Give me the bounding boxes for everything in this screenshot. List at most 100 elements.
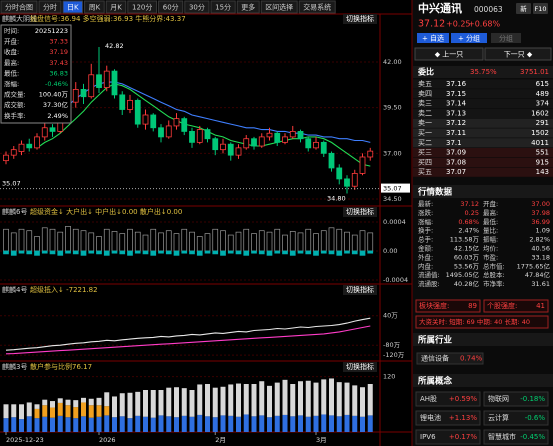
indicator-legend: 超级资金↓ 大户出↓ 中户出↓0.00 散户出↓0.00 — [30, 207, 182, 216]
stacked-bar — [282, 379, 288, 415]
tab-label[interactable]: 60分 — [163, 3, 179, 12]
y-tick-label: 0.0004 — [383, 218, 406, 226]
tab-label[interactable]: 交易系统 — [303, 3, 331, 12]
tab[interactable] — [38, 0, 62, 14]
quote-label: 量比: — [483, 226, 498, 235]
tag-name[interactable]: 云计算 — [488, 413, 509, 422]
tab-label[interactable]: 15分 — [215, 3, 231, 12]
tag[interactable] — [483, 410, 549, 426]
bar — [320, 250, 327, 254]
book-row — [413, 157, 553, 167]
tag[interactable] — [415, 410, 481, 426]
stacked-bar — [57, 415, 63, 432]
bar — [266, 250, 273, 256]
candle-body — [196, 129, 203, 143]
stacked-bar — [158, 415, 164, 432]
tag-pct[interactable]: -0.45% — [520, 433, 545, 441]
quote-label: 最高: — [483, 208, 498, 217]
nav-label[interactable]: ◆ 上一只 — [435, 50, 464, 59]
button-label[interactable]: + 分组 — [458, 34, 480, 43]
tab[interactable] — [0, 0, 38, 14]
switch-button[interactable] — [343, 362, 377, 372]
switch-label[interactable]: 切换指标 — [346, 207, 374, 216]
tab-label[interactable]: 120分 — [132, 3, 152, 12]
bar — [72, 250, 79, 255]
tag-pct[interactable]: +0.17% — [449, 433, 477, 441]
tab-label[interactable]: 30分 — [189, 3, 205, 12]
tab[interactable] — [158, 0, 184, 14]
tab[interactable] — [298, 0, 336, 14]
candle-body — [274, 132, 281, 143]
tab[interactable] — [84, 0, 105, 14]
bar — [227, 250, 234, 254]
tab-label[interactable]: 日K — [67, 4, 79, 12]
candle-body — [49, 127, 56, 132]
candle-body — [34, 136, 40, 149]
tag-name[interactable]: 物联网 — [488, 394, 509, 403]
tab[interactable] — [236, 0, 260, 14]
tag-name[interactable]: 智慧城市 — [488, 432, 516, 441]
tag-pct[interactable]: -0.6% — [525, 414, 546, 422]
stock-code: 000063 — [474, 5, 503, 14]
button[interactable] — [417, 33, 449, 43]
bar — [57, 250, 64, 256]
badge[interactable] — [533, 3, 548, 14]
button-label[interactable]: 分组 — [499, 34, 513, 43]
nav-label[interactable]: 下一只 ◆ — [504, 51, 533, 59]
tag-pct[interactable]: 0.74% — [460, 355, 483, 363]
tab-label[interactable]: 月K — [110, 4, 122, 12]
tab-label[interactable]: 区间选择 — [265, 3, 293, 12]
book-volume: 291 — [536, 119, 549, 127]
tag-name[interactable]: 通信设备 — [421, 354, 449, 363]
tab[interactable] — [184, 0, 210, 14]
button[interactable] — [451, 33, 487, 43]
badge-label[interactable]: 新 — [520, 4, 527, 13]
tag[interactable] — [483, 429, 549, 445]
tag[interactable] — [415, 391, 481, 407]
nav-button[interactable] — [414, 47, 484, 61]
tag[interactable] — [415, 429, 481, 445]
stacked-bar — [197, 384, 203, 415]
stacked-bar — [50, 417, 55, 432]
switch-button[interactable] — [343, 207, 377, 217]
tab-label[interactable]: 分时 — [43, 3, 57, 12]
tab[interactable] — [105, 0, 127, 14]
tag[interactable] — [483, 391, 549, 407]
tag[interactable] — [416, 352, 484, 365]
switch-label[interactable]: 切换指标 — [346, 14, 374, 23]
book-row — [413, 128, 553, 138]
tag-pct[interactable]: -0.18% — [520, 395, 545, 403]
badge-label[interactable]: F10 — [534, 5, 546, 13]
switch-button[interactable] — [343, 285, 377, 295]
tag-name[interactable]: AH股 — [420, 395, 437, 403]
tab-label[interactable]: 更多 — [241, 3, 255, 12]
tab-label[interactable]: 分时合图 — [5, 3, 33, 12]
tag-name[interactable]: IPV6 — [420, 433, 436, 441]
switch-label[interactable]: 切换指标 — [346, 285, 374, 294]
tab-label[interactable]: 周K — [89, 4, 101, 12]
tab[interactable] — [260, 0, 298, 14]
quote-label: 总股本: — [483, 270, 505, 279]
tab[interactable] — [127, 0, 158, 14]
tab[interactable] — [62, 0, 84, 14]
info-value: -0.46% — [45, 80, 68, 88]
stacked-bar — [166, 416, 172, 432]
quote-value: 31.61 — [531, 280, 550, 288]
tab[interactable] — [210, 0, 236, 14]
switch-label[interactable]: 切换指标 — [346, 362, 374, 371]
tag-name[interactable]: 锂电池 — [420, 413, 441, 422]
tag-pct[interactable]: +1.13% — [449, 414, 477, 422]
candle-body — [243, 138, 250, 149]
bar — [196, 250, 203, 256]
stacked-bar — [243, 384, 249, 415]
badge[interactable] — [516, 3, 531, 14]
book-label: 卖二 — [418, 109, 432, 117]
tag-pct[interactable]: +0.59% — [449, 395, 477, 403]
book-price: 37.14 — [446, 100, 467, 108]
stacked-bar — [313, 382, 319, 416]
info-value: 37.19 — [49, 48, 68, 56]
nav-button[interactable] — [484, 47, 552, 61]
button[interactable] — [491, 33, 521, 43]
switch-button[interactable] — [343, 14, 377, 24]
button-label[interactable]: + 自选 — [422, 34, 444, 43]
